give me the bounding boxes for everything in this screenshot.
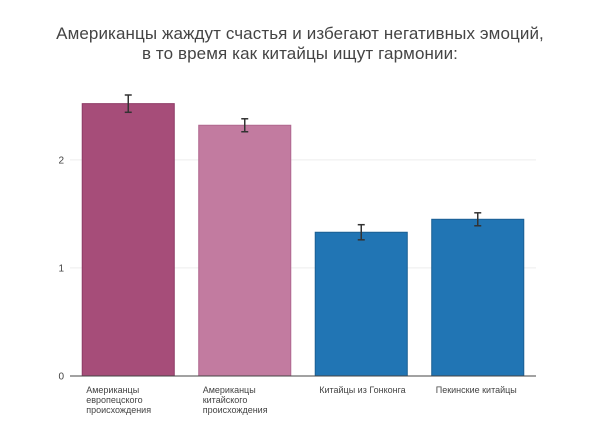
bar	[431, 218, 525, 377]
x-category-label-line: происхождения	[86, 405, 151, 415]
bar	[314, 231, 408, 377]
chart-title-line-2: в то время как китайцы ищут гармонии:	[141, 44, 459, 63]
x-category-label-line: китайского	[203, 395, 248, 405]
x-category-label-line: Китайцы из Гонконга	[319, 385, 405, 395]
x-category-label-line: Американцы	[203, 385, 256, 395]
bar	[198, 124, 292, 377]
x-category-label: Американцы европецского происхождения	[86, 385, 151, 415]
x-category-label-line: Пекинские китайцы	[436, 385, 517, 395]
y-tick-label: 0	[58, 372, 64, 383]
y-tick-label: 2	[58, 155, 64, 166]
x-category-label: Пекинские китайцы	[436, 385, 517, 395]
x-category-label: Американцы китайского происхождения	[203, 385, 268, 415]
x-category-label: Китайцы из Гонконга	[319, 385, 405, 395]
chart-title: Американцы жаждут счастья и избегают нег…	[0, 24, 600, 64]
chart-title-line-1: Американцы жаждут счастья и избегают нег…	[56, 24, 544, 43]
x-category-label-line: Американцы	[86, 385, 139, 395]
x-category-label-line: европецского	[86, 395, 142, 405]
y-tick-label: 1	[58, 263, 64, 274]
bar	[81, 103, 175, 377]
x-category-label-line: происхождения	[203, 405, 268, 415]
